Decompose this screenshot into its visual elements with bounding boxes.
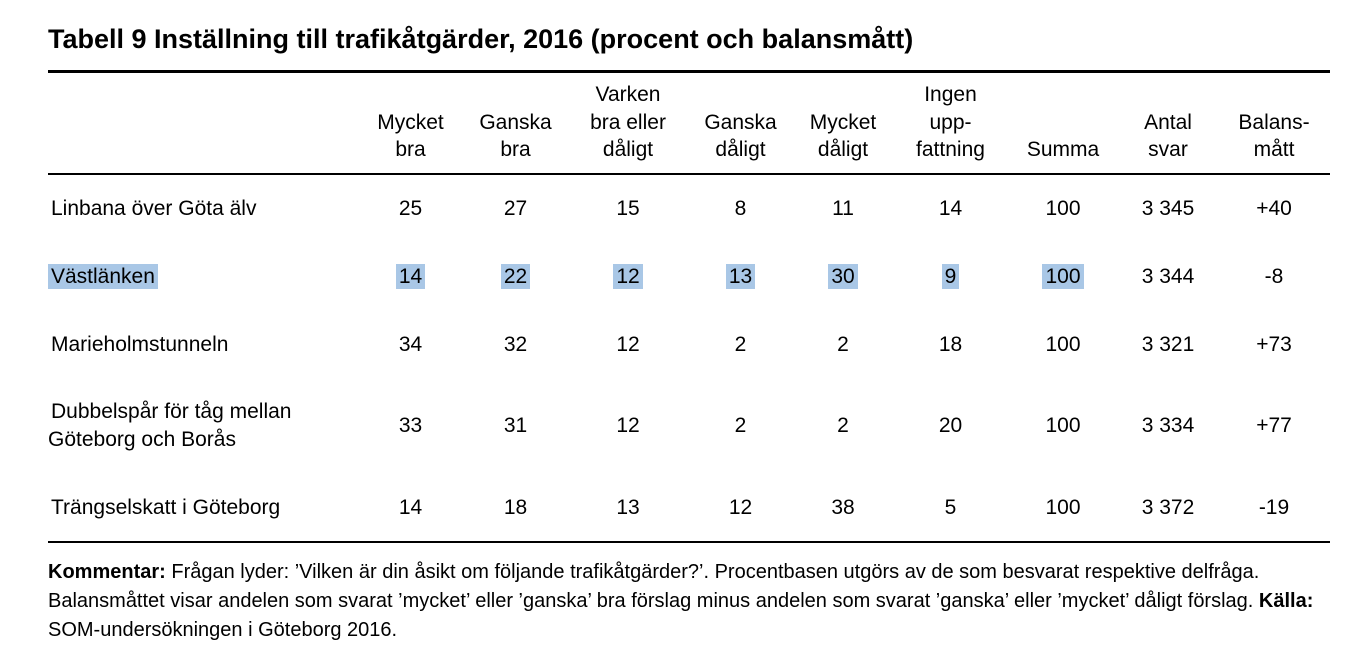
cell: 2 [837,332,849,356]
cell: +77 [1256,414,1292,438]
cell: 2 [837,414,849,438]
cell: 100 [1045,332,1081,356]
data-table: Mycket bra Ganska bra Varken bra eller d… [48,70,1330,544]
cell: 18 [503,495,528,519]
table-row: Dubbelspår för tåg mellan Göteborg och B… [48,378,1330,473]
col-header-ingen-uppfattning: Ingen upp- fattning [916,83,985,162]
cell: 22 [463,243,568,311]
cell: +73 [1256,332,1292,356]
table-row: Trängselskatt i Göteborg 14 18 13 12 38 … [48,474,1330,543]
col-header-mycket-daligt: Mycket dåligt [809,110,877,162]
row-label-text: Linbana över Göta älv [51,197,257,221]
cell: -19 [1258,495,1290,519]
col-header-summa: Summa [1026,138,1100,162]
page-title: Tabell 9 Inställning till trafikåtgärder… [48,24,914,54]
row-label-text: Trängselskatt i Göteborg [51,495,281,519]
cell: 14 [358,243,463,311]
cell: 34 [398,332,423,356]
cell: -8 [1264,264,1284,288]
cell: 8 [734,197,747,221]
col-header-balansmatt: Balans- mått [1238,110,1310,162]
cell: 3 321 [1141,332,1195,356]
cell: 20 [938,414,963,438]
source-text: SOM-undersökningen i Göteborg 2016. [48,619,398,642]
col-header-ganska-bra: Ganska bra [479,110,552,162]
cell: 13 [616,495,640,519]
col-header-varken: Varken bra eller dåligt [590,83,666,162]
cell: +40 [1256,197,1292,221]
cell: 33 [398,414,423,438]
cell: 31 [503,414,528,438]
row-label-text: Marieholmstunneln [51,332,229,356]
comment-label: Kommentar: [48,561,166,584]
cell: 9 [893,243,1008,311]
table-row: Västlänken 14 22 12 13 30 9 100 3 344 -8 [48,243,1330,311]
row-label: Marieholmstunneln [48,311,358,379]
cell: 3 372 [1141,495,1195,519]
cell: 12 [616,332,640,356]
cell: 18 [938,332,963,356]
col-header-antal-svar: Antal svar [1144,110,1192,162]
cell: 32 [503,332,528,356]
cell: 12 [616,414,640,438]
cell: 15 [616,197,640,221]
row-label: Västlänken [48,243,358,311]
cell: 100 [1045,495,1081,519]
row-label: Dubbelspår för tåg mellan Göteborg och B… [48,378,358,473]
cell: 2 [734,332,747,356]
cell: 5 [944,495,957,519]
col-header-empty [48,72,358,175]
cell: 100 [1045,197,1081,221]
table-row: Linbana över Göta älv 25 27 15 8 11 14 1… [48,174,1330,243]
row-label: Trängselskatt i Göteborg [48,474,358,543]
header-row: Mycket bra Ganska bra Varken bra eller d… [48,72,1330,175]
col-header-mycket-bra: Mycket bra [377,110,444,162]
cell: 12 [568,243,688,311]
col-header-ganska-daligt: Ganska dåligt [704,110,777,162]
cell: 3 344 [1141,264,1195,288]
table-row: Marieholmstunneln 34 32 12 2 2 18 100 3 … [48,311,1330,379]
cell: 100 [1045,414,1081,438]
cell: 27 [503,197,528,221]
row-label: Linbana över Göta älv [48,174,358,243]
cell: 13 [688,243,793,311]
table-comment: Kommentar: Frågan lyder: ’Vilken är din … [48,558,1320,645]
cell: 3 345 [1141,197,1195,221]
cell: 14 [938,197,963,221]
cell: 11 [832,197,854,221]
cell: 38 [831,495,855,519]
cell: 25 [398,197,423,221]
cell: 3 334 [1141,414,1195,438]
cell: 100 [1008,243,1118,311]
row-label-text: Västlänken [48,263,158,289]
source-label: Källa: [1258,590,1314,613]
cell: 14 [398,495,423,519]
cell: 30 [793,243,893,311]
cell: 2 [734,414,747,438]
comment-text: Frågan lyder: ’Vilken är din åsikt om fö… [48,561,1260,613]
row-label-text: Dubbelspår för tåg mellan Göteborg och B… [48,400,292,452]
cell: 12 [728,495,753,519]
